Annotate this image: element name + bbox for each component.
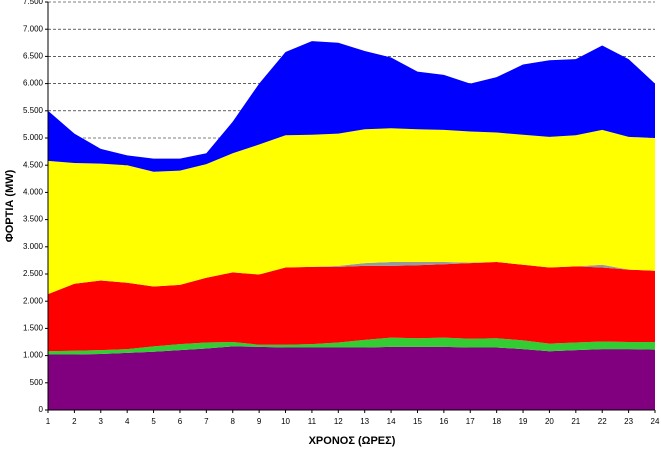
area	[48, 346, 655, 410]
x-tick-label: 15	[413, 417, 422, 426]
y-tick-label: 7.500	[23, 0, 44, 6]
area	[48, 41, 655, 172]
x-tick-label: 22	[598, 417, 607, 426]
x-tick-label: 10	[281, 417, 290, 426]
x-tick-label: 11	[308, 417, 317, 426]
y-tick-label: 6.000	[23, 79, 44, 88]
y-tick-label: 3.000	[23, 242, 44, 251]
y-tick-label: 0	[39, 405, 44, 414]
y-tick-label: 1.500	[23, 324, 44, 333]
x-tick-label: 18	[492, 417, 501, 426]
x-tick-label: 2	[72, 417, 77, 426]
x-tick-label: 1	[46, 417, 51, 426]
x-tick-label: 13	[360, 417, 369, 426]
x-tick-label: 7	[204, 417, 209, 426]
y-tick-label: 4.000	[23, 188, 44, 197]
y-tick-label: 4.500	[23, 160, 44, 169]
x-tick-label: 21	[571, 417, 580, 426]
y-tick-label: 7.000	[23, 24, 44, 33]
x-axis-title: ΧΡΟΝΟΣ (ΩΡΕΣ)	[309, 435, 396, 447]
area	[48, 262, 655, 352]
x-tick-label: 23	[624, 417, 633, 426]
x-tick-label: 9	[257, 417, 262, 426]
x-tick-label: 16	[439, 417, 448, 426]
y-tick-label: 3.500	[23, 215, 44, 224]
area	[48, 337, 655, 355]
area	[48, 128, 655, 295]
x-tick-label: 24	[651, 417, 660, 426]
y-tick-label: 5.000	[23, 133, 44, 142]
y-tick-label: 6.500	[23, 52, 44, 61]
x-tick-label: 17	[466, 417, 475, 426]
y-axis-title: ΦΟΡΤΙΑ (MW)	[4, 169, 16, 242]
x-tick-label: 19	[519, 417, 528, 426]
y-tick-label: 500	[30, 378, 44, 387]
y-tick-label: 1.000	[23, 351, 44, 360]
x-tick-label: 4	[125, 417, 130, 426]
x-tick-label: 3	[99, 417, 104, 426]
y-tick-label: 5.500	[23, 106, 44, 115]
x-tick-label: 5	[151, 417, 156, 426]
x-tick-label: 6	[178, 417, 183, 426]
x-tick-label: 20	[545, 417, 554, 426]
x-tick-label: 8	[231, 417, 236, 426]
x-tick-label: 12	[334, 417, 343, 426]
x-tick-label: 14	[387, 417, 396, 426]
y-tick-label: 2.500	[23, 269, 44, 278]
y-tick-label: 2.000	[23, 296, 44, 305]
